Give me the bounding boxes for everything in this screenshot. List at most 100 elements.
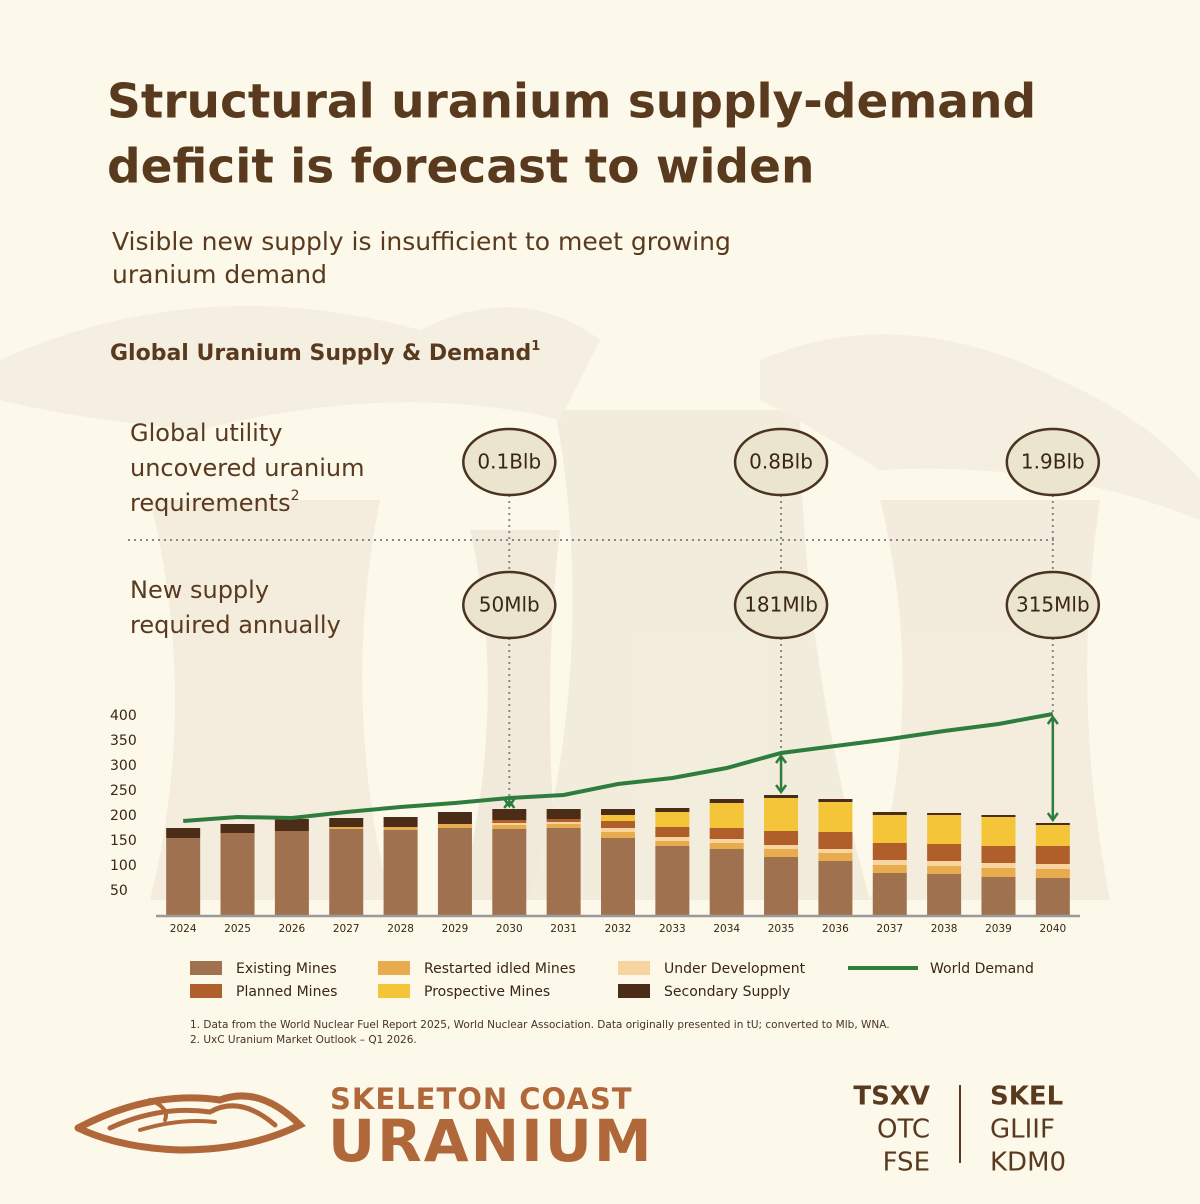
bar-segment [437, 824, 472, 828]
bar-segment [601, 821, 635, 828]
bar-segment [1035, 864, 1070, 869]
callout-value: 0.1Blb [477, 450, 541, 474]
legend-label: Restarted idled Mines [424, 961, 576, 977]
callout-bubble [1005, 427, 1101, 497]
bar-segment [764, 845, 799, 849]
bar-segment [818, 849, 853, 853]
bar-segment [1035, 823, 1070, 825]
bar-segment [655, 837, 690, 841]
legend-swatch [618, 961, 650, 975]
bar-segment [818, 853, 853, 861]
callout-bubble [1005, 570, 1101, 640]
legend-swatch [618, 984, 650, 998]
legend-label: Secondary Supply [664, 984, 790, 1000]
chart: 0.1Blb 50Mlb 0.8Blb 181Mlb 1.9Blb 315Mlb 50 100… [110, 427, 1101, 1000]
symbol: SKEL [990, 1082, 1063, 1112]
bar-segment [601, 815, 635, 821]
bar-segment [492, 809, 527, 820]
y-tick-label: 300 [110, 758, 137, 774]
bar-segment [872, 812, 907, 815]
footnote: 2. UxC Uranium Market Outlook – Q1 2026. [190, 1034, 417, 1046]
bar-segment [274, 831, 309, 916]
legend-swatch [378, 984, 410, 998]
bar-segment [166, 838, 201, 916]
bar-segment [709, 828, 744, 839]
bar-segment [981, 868, 1016, 877]
exchange: TSXV [853, 1082, 930, 1112]
bar-segment [1035, 878, 1070, 916]
symbol: KDM0 [990, 1148, 1066, 1178]
row-label: requirements2 [130, 488, 300, 517]
exchange: FSE [883, 1148, 930, 1178]
bar-segment [1035, 825, 1070, 846]
bar-segment [981, 863, 1016, 868]
legend-swatch [190, 961, 222, 975]
gap-arrowhead [1046, 812, 1059, 823]
x-tick-label: 2032 [605, 923, 632, 935]
bar-segment [981, 846, 1016, 863]
legend-label: Prospective Mines [424, 984, 550, 1000]
row-label: New supply [130, 576, 269, 604]
legend-swatch [190, 984, 222, 998]
bar-segment [818, 861, 853, 916]
x-tick-label: 2029 [442, 923, 469, 935]
bar-segment [872, 860, 907, 865]
bar-segment [709, 839, 744, 843]
x-tick-label: 2033 [659, 923, 686, 935]
x-tick-label: 2035 [768, 923, 795, 935]
bar-segment [383, 817, 418, 827]
bar-segment [981, 877, 1016, 916]
bar-segment [927, 813, 962, 815]
bar-segment [709, 843, 744, 849]
subtitle-line: Visible new supply is insufficient to me… [112, 227, 731, 256]
footnote-ref: 1 [531, 339, 540, 354]
bar-segment [709, 799, 744, 803]
bar-segment [1035, 869, 1070, 878]
bar-segment [655, 808, 690, 812]
bar-segment [492, 825, 527, 829]
bar-segment [981, 815, 1016, 817]
bar-segment [220, 824, 255, 833]
callout-value: 50Mlb [479, 593, 540, 617]
bar-segment [329, 827, 364, 829]
bar-segment [492, 823, 527, 825]
bar-segment [764, 831, 799, 845]
bar-segment [655, 827, 690, 837]
footnote-ref: 2 [291, 488, 300, 504]
bar-segment [329, 818, 364, 827]
y-tick-label: 400 [110, 708, 137, 724]
bar-segment [220, 833, 255, 916]
bar-segment [764, 795, 799, 798]
callout-bubble [462, 570, 557, 640]
bar-segment [655, 841, 690, 846]
bar-segment [383, 827, 418, 830]
footnote: 1. Data from the World Nuclear Fuel Repo… [190, 1019, 890, 1031]
bar-segment [872, 843, 907, 860]
bar-segment [601, 838, 635, 916]
y-tick-label: 200 [110, 808, 137, 824]
title-line: deficit is forecast to widen [107, 140, 814, 195]
y-tick-label: 250 [110, 783, 137, 799]
x-tick-label: 2034 [713, 923, 740, 935]
bar-segment [655, 846, 690, 916]
callout-value: 181Mlb [744, 593, 818, 617]
brand-line: SKELETON COAST [330, 1082, 633, 1116]
legend-label: Existing Mines [236, 961, 337, 977]
bar-segment [546, 819, 581, 822]
gap-arrowhead [1046, 714, 1059, 725]
callout-value: 0.8Blb [749, 450, 813, 474]
bar-segment [764, 857, 799, 916]
x-tick-label: 2039 [985, 923, 1012, 935]
callout-value: 315Mlb [1016, 593, 1090, 617]
bar-segment [818, 802, 853, 832]
x-tick-label: 2031 [550, 923, 577, 935]
x-tick-label: 2040 [1039, 923, 1066, 935]
gap-arrowhead [775, 753, 788, 764]
demand-line [183, 712, 1054, 823]
legend-label: Under Development [664, 961, 806, 977]
bar-segment [492, 820, 527, 823]
bar-segment [601, 809, 635, 815]
bar-segment [492, 829, 527, 916]
x-tick-label: 2026 [279, 923, 306, 935]
